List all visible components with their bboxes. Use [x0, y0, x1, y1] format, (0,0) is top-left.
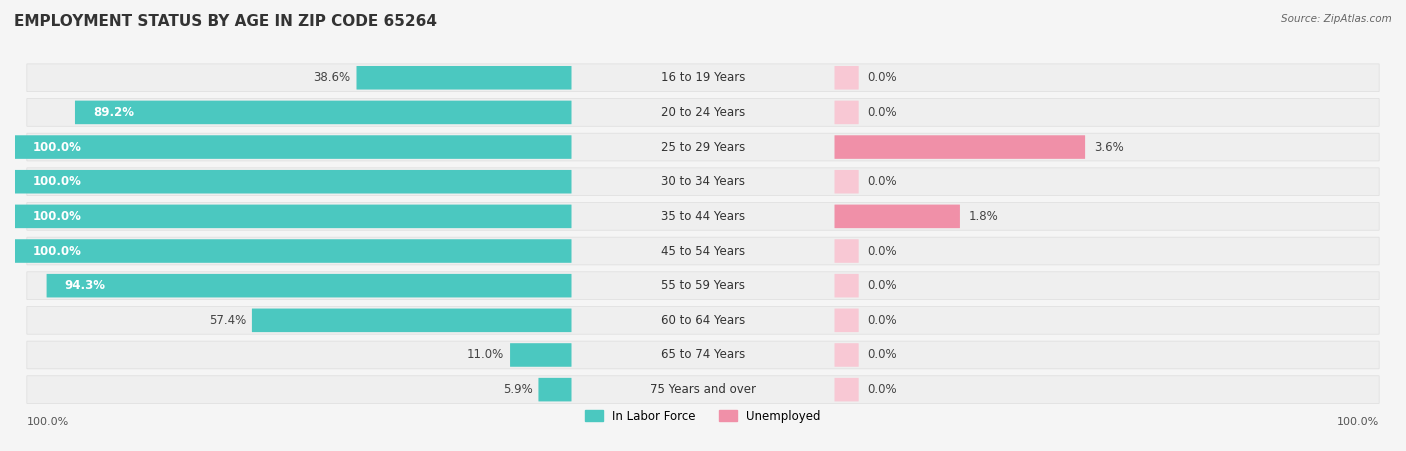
- Text: 20 to 24 Years: 20 to 24 Years: [661, 106, 745, 119]
- FancyBboxPatch shape: [835, 239, 859, 263]
- Legend: In Labor Force, Unemployed: In Labor Force, Unemployed: [585, 410, 821, 423]
- Text: 0.0%: 0.0%: [868, 349, 897, 362]
- Text: 30 to 34 Years: 30 to 34 Years: [661, 175, 745, 188]
- Text: 38.6%: 38.6%: [314, 71, 350, 84]
- Text: 89.2%: 89.2%: [93, 106, 134, 119]
- Text: 100.0%: 100.0%: [32, 175, 82, 188]
- FancyBboxPatch shape: [27, 133, 1379, 161]
- Text: 0.0%: 0.0%: [868, 71, 897, 84]
- FancyBboxPatch shape: [252, 308, 571, 332]
- Text: Source: ZipAtlas.com: Source: ZipAtlas.com: [1281, 14, 1392, 23]
- Text: 25 to 29 Years: 25 to 29 Years: [661, 141, 745, 153]
- Text: EMPLOYMENT STATUS BY AGE IN ZIP CODE 65264: EMPLOYMENT STATUS BY AGE IN ZIP CODE 652…: [14, 14, 437, 28]
- Text: 75 Years and over: 75 Years and over: [650, 383, 756, 396]
- Text: 3.6%: 3.6%: [1094, 141, 1123, 153]
- FancyBboxPatch shape: [46, 274, 571, 298]
- FancyBboxPatch shape: [15, 205, 571, 228]
- FancyBboxPatch shape: [15, 170, 571, 193]
- Text: 1.8%: 1.8%: [969, 210, 998, 223]
- FancyBboxPatch shape: [27, 168, 1379, 196]
- FancyBboxPatch shape: [75, 101, 571, 124]
- Text: 35 to 44 Years: 35 to 44 Years: [661, 210, 745, 223]
- FancyBboxPatch shape: [835, 378, 859, 401]
- Text: 0.0%: 0.0%: [868, 244, 897, 258]
- Text: 16 to 19 Years: 16 to 19 Years: [661, 71, 745, 84]
- Text: 0.0%: 0.0%: [868, 279, 897, 292]
- FancyBboxPatch shape: [835, 343, 859, 367]
- Text: 0.0%: 0.0%: [868, 175, 897, 188]
- FancyBboxPatch shape: [835, 135, 1085, 159]
- FancyBboxPatch shape: [15, 239, 571, 263]
- FancyBboxPatch shape: [15, 135, 571, 159]
- Text: 60 to 64 Years: 60 to 64 Years: [661, 314, 745, 327]
- Text: 100.0%: 100.0%: [32, 141, 82, 153]
- FancyBboxPatch shape: [27, 376, 1379, 404]
- Text: 57.4%: 57.4%: [208, 314, 246, 327]
- Text: 11.0%: 11.0%: [467, 349, 505, 362]
- Text: 5.9%: 5.9%: [503, 383, 533, 396]
- Text: 94.3%: 94.3%: [65, 279, 105, 292]
- FancyBboxPatch shape: [27, 237, 1379, 265]
- FancyBboxPatch shape: [538, 378, 571, 401]
- FancyBboxPatch shape: [27, 64, 1379, 92]
- Text: 45 to 54 Years: 45 to 54 Years: [661, 244, 745, 258]
- FancyBboxPatch shape: [27, 272, 1379, 299]
- FancyBboxPatch shape: [835, 66, 859, 90]
- FancyBboxPatch shape: [835, 170, 859, 193]
- FancyBboxPatch shape: [27, 307, 1379, 334]
- Text: 100.0%: 100.0%: [32, 244, 82, 258]
- FancyBboxPatch shape: [27, 99, 1379, 126]
- FancyBboxPatch shape: [510, 343, 571, 367]
- FancyBboxPatch shape: [27, 341, 1379, 369]
- Text: 100.0%: 100.0%: [27, 417, 69, 428]
- FancyBboxPatch shape: [835, 308, 859, 332]
- Text: 0.0%: 0.0%: [868, 314, 897, 327]
- FancyBboxPatch shape: [835, 101, 859, 124]
- Text: 0.0%: 0.0%: [868, 106, 897, 119]
- FancyBboxPatch shape: [835, 205, 960, 228]
- FancyBboxPatch shape: [357, 66, 571, 90]
- Text: 100.0%: 100.0%: [1337, 417, 1379, 428]
- FancyBboxPatch shape: [27, 202, 1379, 230]
- Text: 65 to 74 Years: 65 to 74 Years: [661, 349, 745, 362]
- Text: 100.0%: 100.0%: [32, 210, 82, 223]
- Text: 55 to 59 Years: 55 to 59 Years: [661, 279, 745, 292]
- FancyBboxPatch shape: [835, 274, 859, 298]
- Text: 0.0%: 0.0%: [868, 383, 897, 396]
